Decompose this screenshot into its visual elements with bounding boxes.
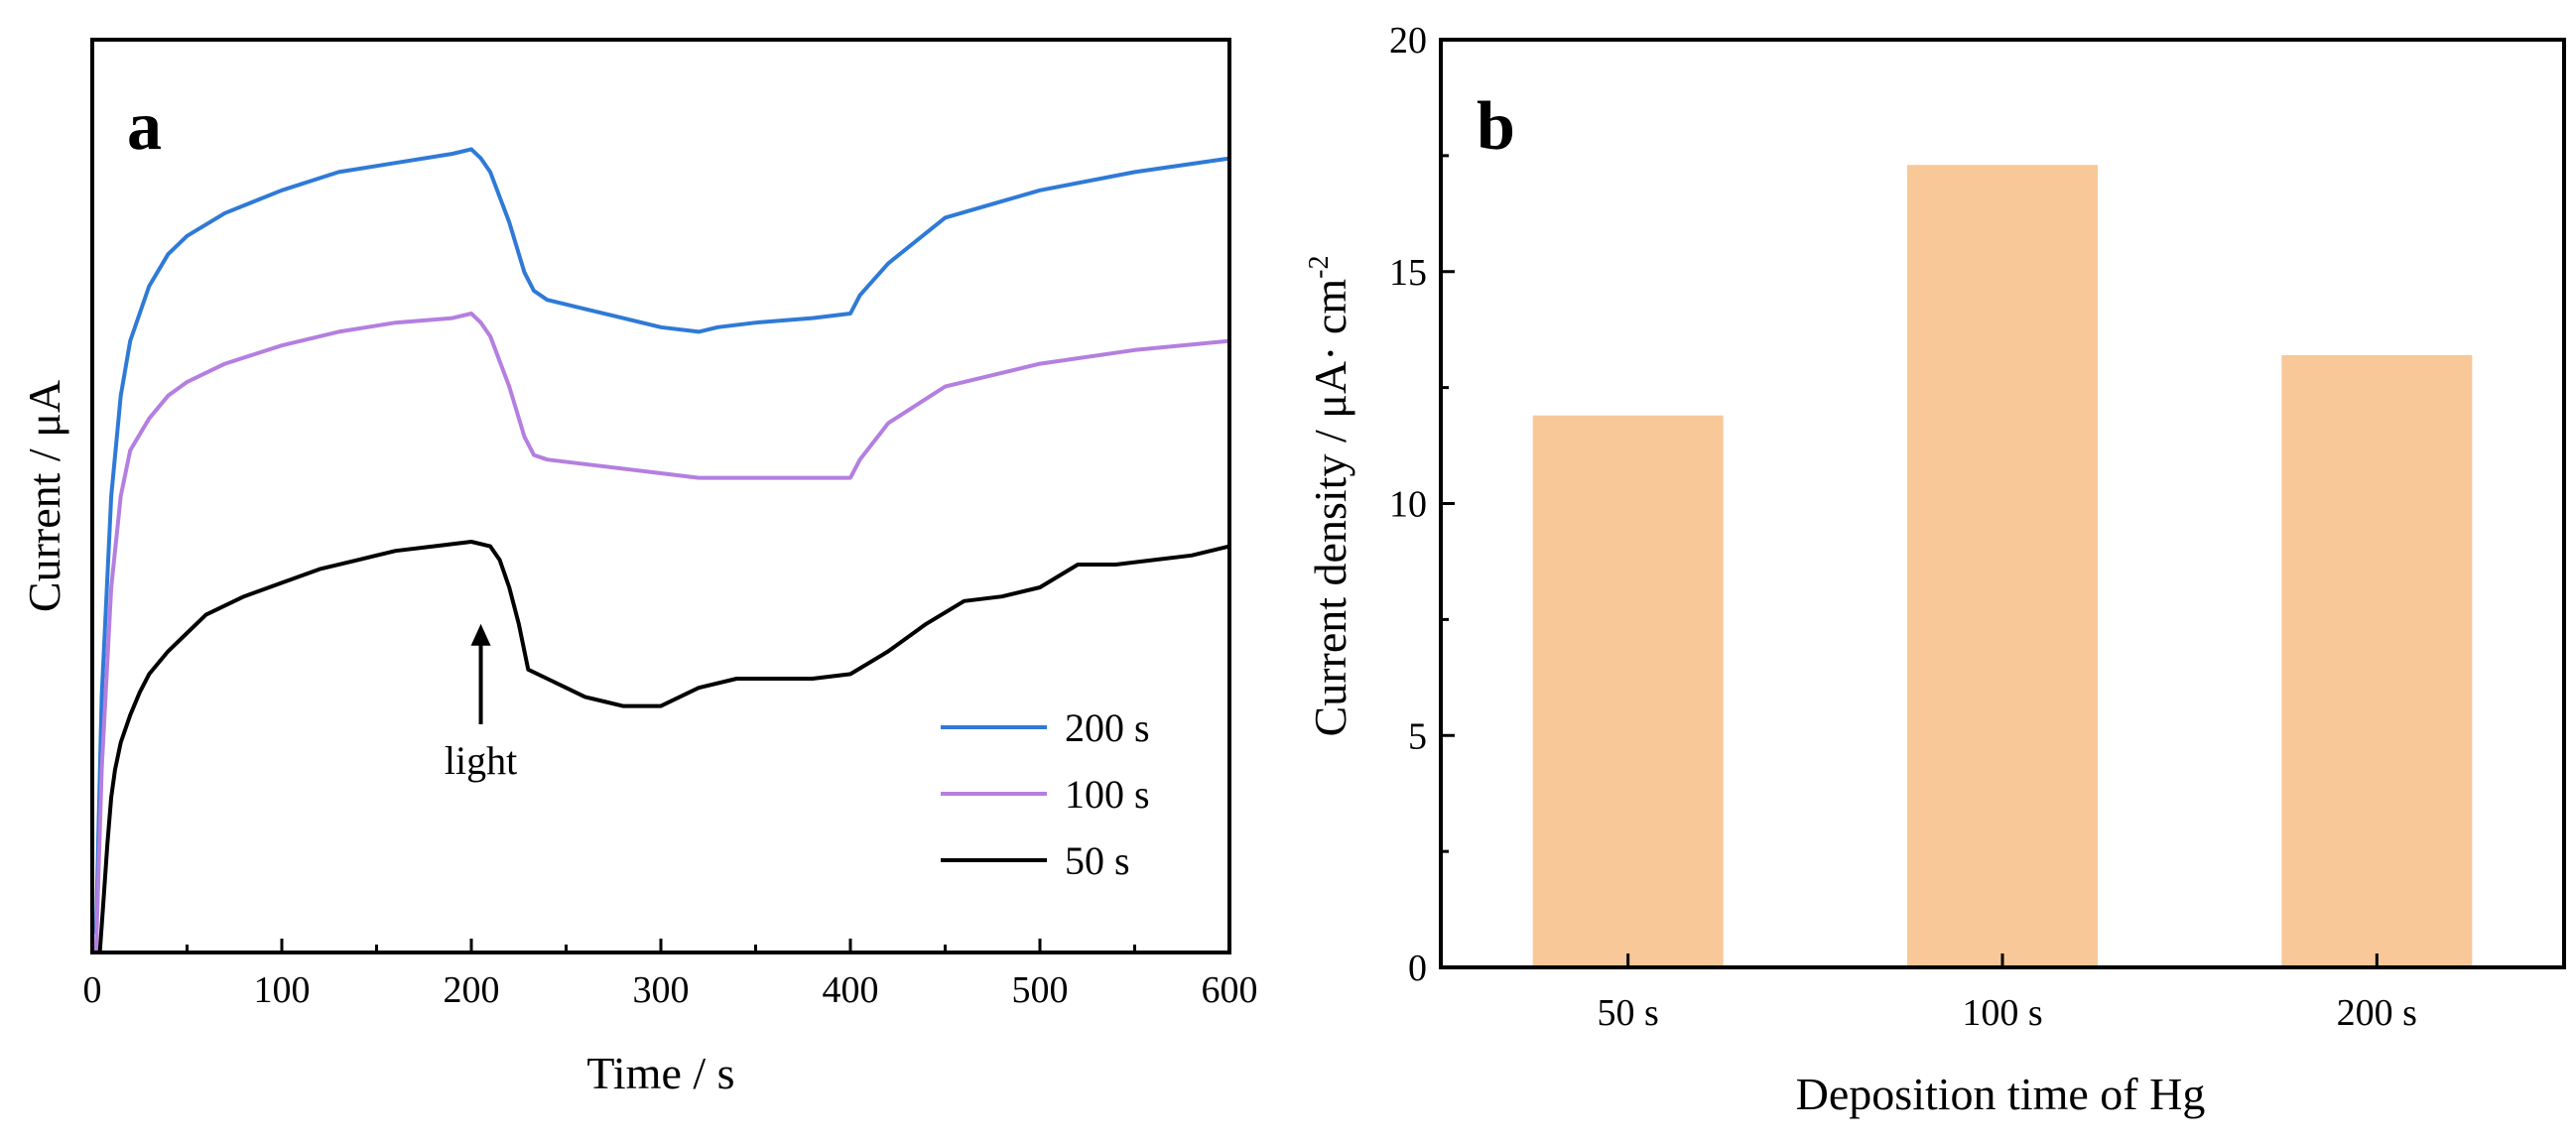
panel-a-letter: a xyxy=(127,88,162,165)
panel-b-x-axis-title: Deposition time of Hg xyxy=(1796,1069,2206,1119)
bar-50s xyxy=(1532,415,1724,967)
panel-a-legend: 200 s 100 s 50 s xyxy=(941,705,1150,883)
panel-a-x-tick-label: 500 xyxy=(1012,969,1069,1011)
panel-b-x-tick-label: 100 s xyxy=(1962,992,2042,1034)
panel-b-y-tick-label: 15 xyxy=(1389,252,1427,294)
light-annotation: light xyxy=(445,623,517,783)
series-line-100s xyxy=(93,312,1230,953)
panel-a-y-axis-title: Current / μA xyxy=(19,380,69,612)
panel-a-x-tick-label: 0 xyxy=(83,969,102,1011)
bar-200s xyxy=(2281,354,2473,967)
panel-b-y-tick-label: 20 xyxy=(1389,20,1427,62)
panel-a-x-ticks: 0 100 200 300 400 500 600 xyxy=(83,939,1258,1011)
panel-b-frame xyxy=(1439,38,2566,969)
panel-a-x-tick-label: 600 xyxy=(1202,969,1258,1011)
panel-b-x-tick-label: 50 s xyxy=(1598,992,1659,1034)
panel-a-frame xyxy=(90,38,1231,954)
panel-b-y-axis-title-superscript: -2 xyxy=(1304,256,1335,279)
panel-a-x-tick-label: 400 xyxy=(823,969,879,1011)
panel-b-x-ticks: 50 s 100 s 200 s xyxy=(1598,953,2417,1034)
panel-b-x-tick-label: 200 s xyxy=(2337,992,2417,1034)
legend-label-200s: 200 s xyxy=(1065,705,1150,750)
panel-b-y-ticks: 0 5 10 15 20 xyxy=(1389,20,1455,989)
panel-b-y-axis-title: Current density / μA· cm-2 xyxy=(1304,256,1355,737)
panel-a-x-axis-title: Time / s xyxy=(586,1048,734,1098)
panel-b-y-tick-label: 5 xyxy=(1408,715,1427,757)
panel-b-y-tick-label: 10 xyxy=(1389,484,1427,526)
series-line-200s xyxy=(93,147,1230,935)
panel-a-series xyxy=(93,147,1230,953)
panel-a: 0 100 200 300 400 500 600 a Time / s Current /… xyxy=(19,38,1258,1098)
panel-a-x-tick-label: 300 xyxy=(633,969,690,1011)
bar-100s xyxy=(1907,165,2098,968)
panel-a-x-tick-label: 200 xyxy=(444,969,500,1011)
panel-b-y-axis-title-main: Current density / μA· cm xyxy=(1305,279,1355,737)
legend-label-100s: 100 s xyxy=(1065,772,1150,817)
light-label: light xyxy=(445,738,517,783)
panel-b-letter: b xyxy=(1477,88,1515,165)
light-arrow-head xyxy=(470,623,491,646)
panel-b-y-tick-label: 0 xyxy=(1408,948,1427,989)
panel-b: 0 5 10 15 20 50 s 100 s 200 s b Deposition tim… xyxy=(1304,20,2566,1119)
panel-b-bars xyxy=(1532,165,2473,968)
panel-a-x-tick-label: 100 xyxy=(254,969,311,1011)
series-line-50s xyxy=(97,540,1230,953)
legend-label-50s: 50 s xyxy=(1065,838,1130,883)
